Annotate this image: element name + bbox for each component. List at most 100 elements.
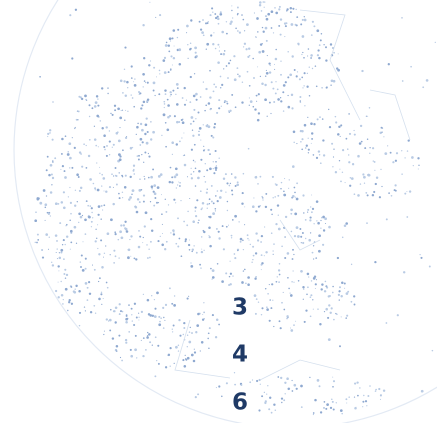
map-dot (39, 201, 43, 205)
map-dot (347, 148, 349, 150)
map-dot (216, 190, 219, 192)
map-dot (300, 384, 303, 388)
map-dot (274, 409, 277, 411)
map-dot (265, 192, 268, 195)
map-dot (284, 36, 286, 38)
map-dot (134, 348, 137, 352)
map-dot (71, 57, 74, 60)
map-dot (363, 182, 366, 184)
map-dot (289, 327, 292, 329)
map-dot (167, 71, 170, 74)
map-dot (303, 56, 305, 59)
map-dot (145, 117, 148, 120)
map-dot (142, 194, 146, 197)
map-dot (221, 225, 224, 228)
map-dot (115, 350, 118, 352)
map-dot (114, 233, 117, 236)
map-dot (84, 218, 87, 222)
map-dot (170, 69, 172, 71)
map-dot (171, 331, 174, 333)
map-dot (248, 54, 251, 57)
map-dot (119, 155, 122, 158)
map-dot (214, 16, 218, 20)
map-dot (205, 22, 207, 25)
map-dot (217, 17, 220, 21)
map-dot (164, 121, 167, 124)
map-dot (133, 302, 137, 305)
map-dot (258, 3, 262, 7)
map-dot (163, 100, 166, 103)
map-dot (345, 317, 348, 319)
map-dot (184, 238, 188, 241)
map-dot (233, 55, 236, 58)
map-dot (338, 160, 341, 162)
map-dot (241, 281, 244, 284)
map-dot (257, 93, 260, 96)
map-dot (284, 236, 286, 238)
map-dot (356, 381, 359, 384)
map-dot (212, 212, 216, 216)
map-dot (348, 113, 350, 115)
map-dot (202, 124, 204, 126)
map-dot (171, 37, 174, 40)
map-dot (316, 220, 318, 222)
map-dot (318, 56, 321, 60)
map-dot (237, 249, 239, 252)
map-dot (425, 79, 429, 82)
map-dot (49, 163, 53, 167)
map-dot (257, 205, 260, 208)
map-dot (118, 197, 121, 200)
map-dot (60, 293, 64, 297)
map-dot (202, 34, 205, 37)
map-dot (178, 48, 182, 52)
map-dot (359, 387, 361, 389)
map-dot (390, 194, 393, 197)
map-dot (150, 218, 153, 221)
map-dot (171, 153, 174, 156)
map-dot (95, 228, 97, 230)
map-dot (90, 207, 93, 210)
map-dot (245, 282, 247, 285)
map-dot (332, 156, 335, 158)
map-dot (64, 176, 67, 179)
map-dot (193, 348, 195, 350)
map-dot (122, 149, 124, 152)
map-dot (144, 123, 148, 127)
map-dot (127, 256, 130, 260)
map-dot (70, 241, 73, 244)
map-dot (280, 100, 283, 103)
map-dot (173, 362, 175, 365)
map-dot (404, 192, 407, 195)
map-dot (122, 224, 126, 227)
map-dot (163, 106, 165, 109)
map-dot (392, 161, 395, 164)
map-dot (175, 83, 179, 86)
map-dot (139, 144, 142, 146)
map-dot (237, 30, 239, 32)
map-dot (277, 376, 280, 378)
label-number: 6 (232, 390, 248, 416)
map-dot (254, 277, 257, 280)
map-dot (209, 69, 211, 72)
map-dot (69, 201, 72, 204)
map-dot (378, 196, 382, 199)
map-dot (288, 187, 290, 189)
map-dot (217, 22, 220, 25)
map-dot (302, 285, 305, 289)
map-dot (142, 236, 144, 239)
map-dot (418, 164, 420, 167)
map-dot (47, 135, 49, 138)
map-dot (276, 88, 279, 91)
map-dot (175, 187, 177, 189)
map-dot (118, 257, 120, 259)
map-dot (62, 303, 64, 305)
map-dot (218, 46, 221, 48)
map-dot (266, 115, 268, 117)
map-dot (168, 37, 172, 41)
map-dot (323, 401, 326, 403)
map-dot (102, 298, 104, 300)
map-dot (100, 218, 102, 220)
map-dot (220, 105, 222, 107)
map-dot (150, 121, 152, 123)
map-dot (215, 227, 218, 230)
